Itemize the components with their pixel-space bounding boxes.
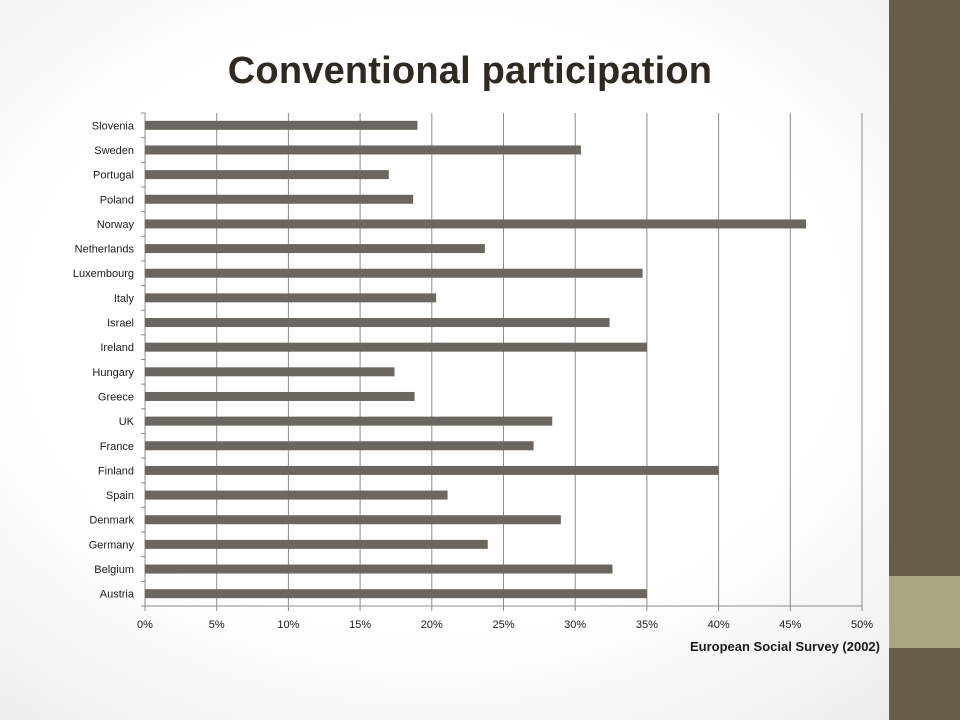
y-category-label: Germany (89, 539, 135, 551)
bar-poland (145, 194, 414, 204)
bar-slovenia (145, 120, 418, 130)
slide-title: Conventional participation (227, 50, 713, 92)
y-category-label: Portugal (93, 170, 134, 182)
y-category-label: Luxembourg (73, 268, 134, 280)
y-category-label: Poland (100, 194, 134, 206)
side-accent-decoration (889, 576, 960, 648)
y-category-label: Sweden (94, 145, 134, 157)
y-category-label: Denmark (89, 515, 134, 527)
y-category-label: Ireland (100, 342, 134, 354)
x-tick-label: 50% (851, 619, 873, 631)
y-category-label: Greece (98, 391, 134, 403)
x-tick-label: 5% (209, 619, 225, 631)
bar-netherlands (145, 244, 485, 254)
bar-denmark (145, 515, 561, 525)
bar-belgium (145, 564, 613, 574)
y-category-label: Israel (107, 318, 134, 330)
bar-france (145, 441, 534, 451)
y-category-label: Spain (106, 490, 134, 502)
bar-portugal (145, 170, 389, 180)
bar-finland (145, 465, 719, 475)
y-category-label: Hungary (92, 367, 134, 379)
bar-uk (145, 416, 553, 426)
bar-norway (145, 219, 807, 229)
x-tick-label: 40% (708, 619, 730, 631)
bar-greece (145, 391, 415, 401)
x-tick-label: 45% (779, 619, 801, 631)
bar-spain (145, 490, 448, 500)
x-tick-label: 25% (492, 619, 514, 631)
bar-germany (145, 539, 488, 549)
x-tick-label: 0% (137, 619, 153, 631)
y-category-label: France (100, 441, 134, 453)
x-tick-label: 35% (636, 619, 658, 631)
bar-sweden (145, 145, 581, 155)
x-tick-label: 10% (277, 619, 299, 631)
bar-luxembourg (145, 268, 643, 278)
x-tick-label: 20% (421, 619, 443, 631)
y-category-label: Austria (100, 589, 135, 601)
y-category-label: Finland (98, 465, 134, 477)
y-category-label: Italy (114, 293, 135, 305)
y-category-label: Norway (97, 219, 135, 231)
bar-italy (145, 293, 437, 303)
bar-israel (145, 318, 610, 328)
y-category-label: Netherlands (75, 244, 135, 256)
y-category-label: Slovenia (92, 120, 135, 132)
bar-chart: 0% 5% 10% 15% 20% 25% 30% 35% 40% 45% 50% Slovenia S… (73, 112, 873, 631)
bar-hungary (145, 367, 395, 377)
bar-austria (145, 589, 647, 599)
bar-ireland (145, 342, 647, 352)
x-tick-label: 15% (349, 619, 371, 631)
x-tick-label: 30% (564, 619, 586, 631)
y-category-label: Belgium (94, 564, 134, 576)
y-category-label: UK (119, 416, 135, 428)
source-caption: European Social Survey (2002) (689, 639, 880, 654)
